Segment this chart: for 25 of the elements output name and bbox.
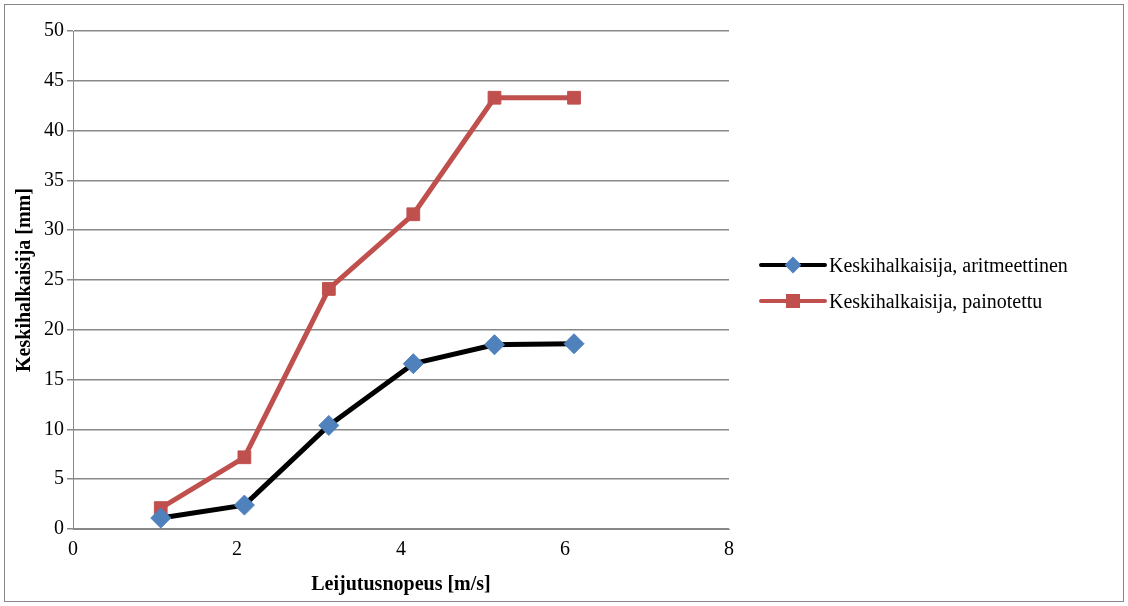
point [487,90,502,105]
y-tick-label: 45 [44,68,64,91]
y-tick-label: 15 [44,366,64,389]
y-tick-label: 30 [44,217,64,240]
point [237,450,252,465]
point [321,282,336,296]
y-axis-title: Keskihalkaisija [mm] [12,188,36,372]
y-tick-label: 20 [44,317,64,340]
legend-label: Keskihalkaisija, painotettu [829,289,1043,313]
x-tick-label: 0 [68,537,78,560]
x-axis-title: Leijutusnopeus [m/s] [311,572,491,596]
y-tick-label: 25 [44,267,64,290]
y-tick-label: 0 [54,516,64,539]
y-tick-label: 40 [44,117,64,140]
legend-label: Keskihalkaisija, aritmeettinen [829,253,1068,277]
x-tick-label: 2 [232,537,242,560]
x-tick-label: 4 [396,537,406,560]
y-tick-label: 5 [54,466,64,489]
x-tick-label: 8 [724,537,734,560]
point [567,90,581,105]
y-tick-label: 10 [44,416,64,439]
y-tick-label: 50 [44,18,64,41]
point [406,207,421,222]
y-tick-label: 35 [44,167,64,190]
x-tick-label: 6 [560,537,570,560]
